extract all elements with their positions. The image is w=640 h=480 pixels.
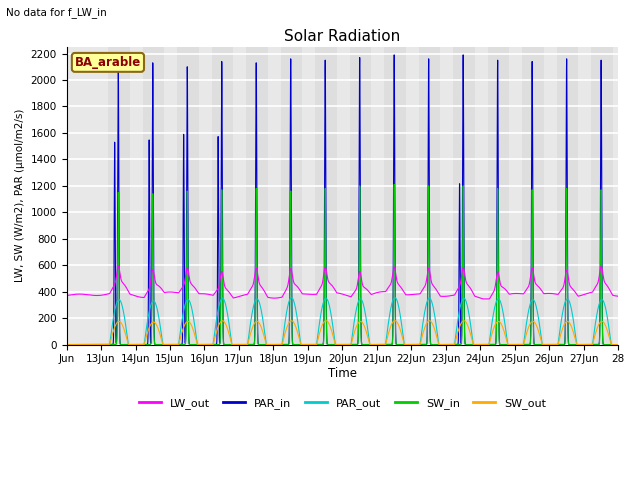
SW_in [63, 342, 70, 348]
LW_out [82, 292, 90, 298]
Line: LW_out: LW_out [67, 266, 618, 299]
SW_in [205, 342, 213, 348]
PAR_in [544, 342, 552, 348]
PAR_in [205, 342, 213, 348]
SW_in [232, 342, 240, 348]
Legend: LW_out, PAR_in, PAR_out, SW_in, SW_out: LW_out, PAR_in, PAR_out, SW_in, SW_out [134, 394, 550, 413]
Bar [108, 47, 130, 345]
PAR_out [614, 342, 622, 348]
Bar [384, 47, 406, 345]
LW_out [63, 293, 70, 299]
Bar [143, 47, 164, 345]
Bar [281, 47, 302, 345]
PAR_in [460, 52, 467, 58]
Y-axis label: LW, SW (W/m2), PAR (μmol/m2/s): LW, SW (W/m2), PAR (μmol/m2/s) [15, 109, 25, 282]
SW_in [544, 342, 552, 348]
Bar [591, 47, 612, 345]
SW_in [614, 342, 622, 348]
SW_out [310, 342, 318, 348]
LW_out [479, 296, 487, 302]
SW_out [205, 342, 213, 348]
PAR_out [63, 342, 70, 348]
Bar [315, 47, 337, 345]
Bar [177, 47, 199, 345]
LW_out [614, 293, 622, 299]
SW_out [219, 318, 227, 324]
LW_out [544, 290, 552, 296]
PAR_in [232, 342, 240, 348]
SW_out [232, 342, 240, 348]
SW_out [544, 342, 552, 348]
SW_out [614, 342, 622, 348]
PAR_out [232, 342, 240, 348]
LW_out [205, 292, 213, 298]
PAR_in [614, 342, 622, 348]
PAR_out [82, 342, 90, 348]
Bar [419, 47, 440, 345]
Line: PAR_out: PAR_out [67, 298, 618, 345]
LW_out [232, 295, 240, 300]
PAR_out [287, 295, 295, 300]
Text: No data for f_LW_in: No data for f_LW_in [6, 7, 107, 18]
Bar [246, 47, 268, 345]
SW_in [477, 342, 485, 348]
Text: BA_arable: BA_arable [75, 56, 141, 69]
Line: SW_out: SW_out [67, 321, 618, 345]
LW_out [310, 291, 318, 297]
Bar [212, 47, 233, 345]
PAR_out [310, 342, 318, 348]
LW_out [115, 263, 122, 269]
Bar [349, 47, 371, 345]
Bar [557, 47, 578, 345]
PAR_out [544, 342, 552, 348]
SW_in [310, 342, 318, 348]
SW_out [63, 342, 70, 348]
SW_in [390, 181, 398, 187]
X-axis label: Time: Time [328, 367, 357, 380]
Line: SW_in: SW_in [67, 184, 618, 345]
SW_in [82, 342, 90, 348]
Title: Solar Radiation: Solar Radiation [284, 29, 401, 44]
Bar [488, 47, 509, 345]
SW_out [477, 342, 485, 348]
PAR_in [63, 342, 70, 348]
PAR_out [205, 342, 213, 348]
Bar [522, 47, 543, 345]
SW_out [82, 342, 90, 348]
PAR_in [310, 342, 318, 348]
Bar [453, 47, 475, 345]
PAR_in [477, 342, 485, 348]
PAR_out [477, 342, 485, 348]
PAR_in [82, 342, 90, 348]
Line: PAR_in: PAR_in [67, 55, 618, 345]
LW_out [477, 295, 485, 301]
